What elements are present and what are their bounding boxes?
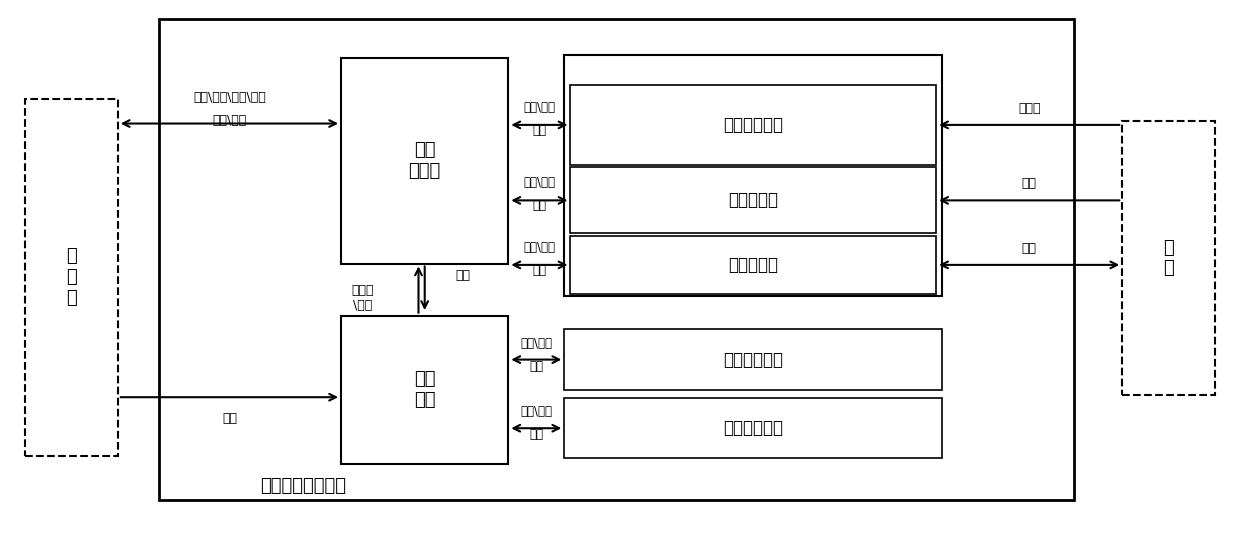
Text: 位置\速度: 位置\速度 [521,405,552,418]
Text: 指令: 指令 [532,199,547,212]
Bar [1122,121,1215,395]
Text: 信息
处理机: 信息 处理机 [408,141,441,180]
Text: 指令: 指令 [532,264,547,277]
Bar [341,316,508,464]
Text: 俯仰运动组件: 俯仰运动组件 [723,351,784,368]
Text: 位置\速度: 位置\速度 [521,337,552,350]
Text: 红外: 红外 [1022,177,1037,191]
Bar [564,55,942,296]
Bar [570,167,936,233]
Text: 红外热像仪: 红外热像仪 [728,192,779,209]
Text: 激光测距机: 激光测距机 [728,256,779,274]
Text: 可见光摄像机: 可见光摄像机 [723,116,784,134]
Text: 视频\状态: 视频\状态 [523,176,556,189]
Text: 目
标: 目 标 [1163,239,1174,277]
Bar [570,85,936,165]
Text: 驱动: 驱动 [529,360,543,373]
Bar [564,329,942,390]
Text: 激光: 激光 [1022,242,1037,255]
Text: 距离\状态: 距离\状态 [523,241,556,254]
Bar [570,236,936,294]
Text: 可见光: 可见光 [1018,102,1040,115]
Text: 方位运动组件: 方位运动组件 [723,419,784,437]
Bar [564,398,942,458]
Text: 驱动: 驱动 [529,428,543,441]
Text: 控制
组件: 控制 组件 [414,371,435,409]
Bar [25,99,118,456]
Text: 视频\角度\距离\状态: 视频\角度\距离\状态 [193,91,265,104]
Text: 指令: 指令 [532,124,547,137]
Text: 目标跟踪测量系统: 目标跟踪测量系统 [260,477,346,495]
Text: 角度: 角度 [456,270,471,282]
Bar [159,19,1074,500]
Text: 电源: 电源 [222,412,237,424]
Text: 上
位
机: 上 位 机 [66,248,77,307]
Bar [341,58,508,264]
Text: 脱靶量
\指令: 脱靶量 \指令 [351,284,374,312]
Text: 视频\状态: 视频\状态 [523,101,556,114]
Text: 电源\指令: 电源\指令 [212,114,247,127]
